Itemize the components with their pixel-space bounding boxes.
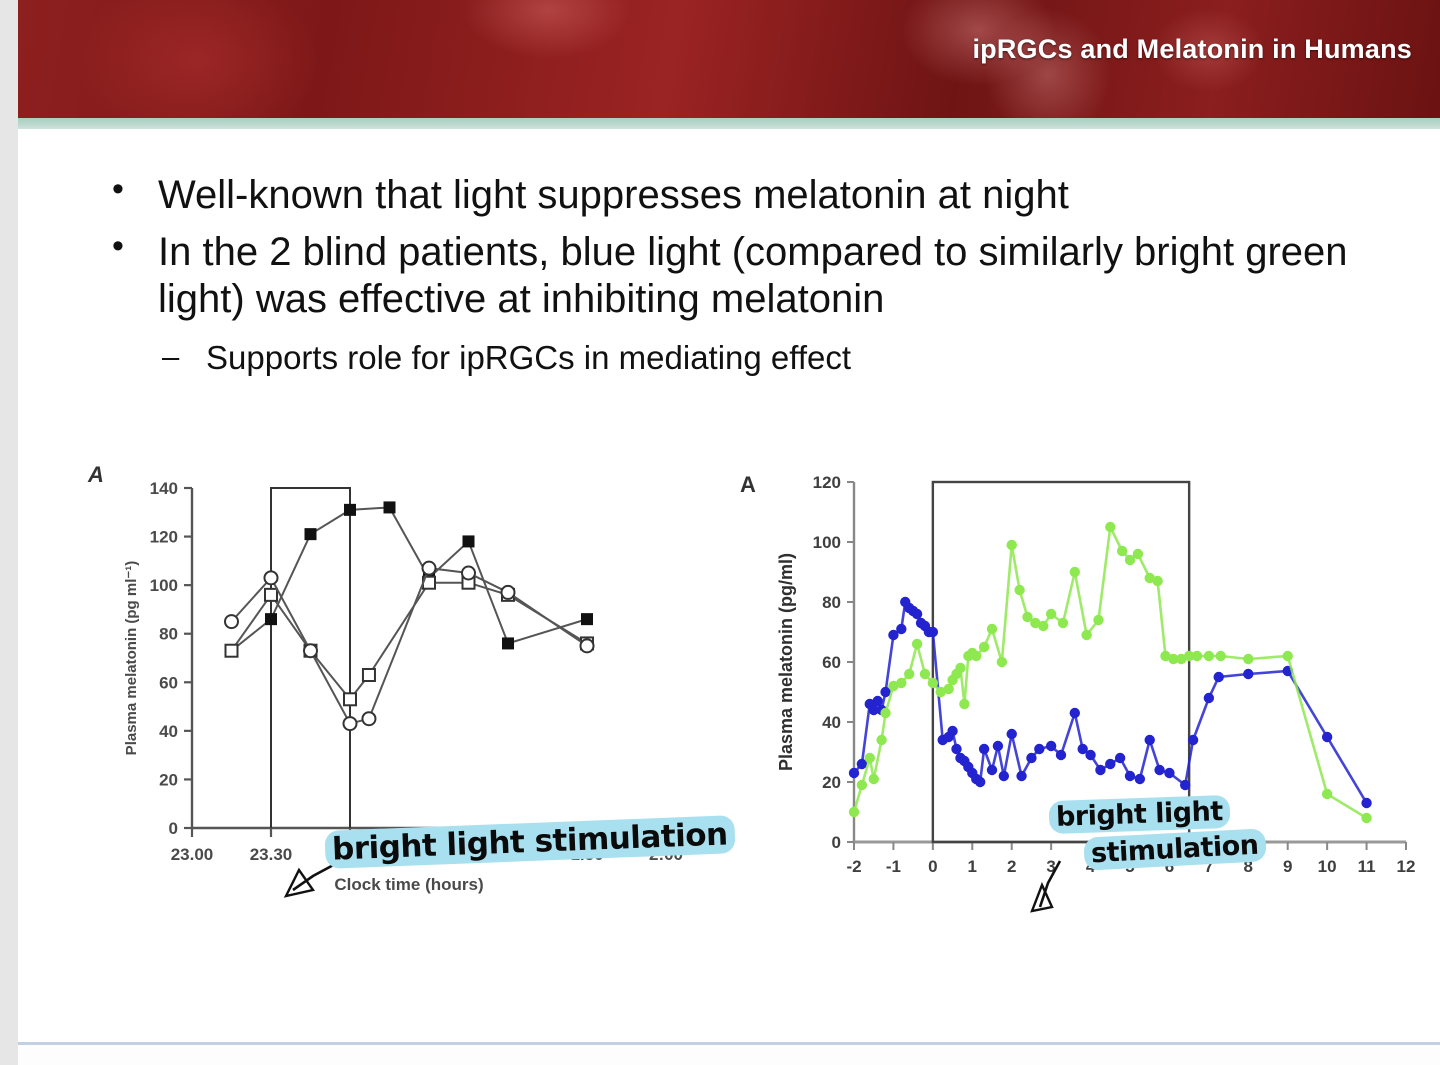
svg-text:3: 3 [1046,857,1055,876]
svg-text:0: 0 [169,819,178,838]
svg-text:23.30: 23.30 [250,845,293,864]
svg-text:60: 60 [822,653,841,672]
svg-text:11: 11 [1358,857,1376,876]
svg-text:100: 100 [150,576,178,595]
svg-text:60: 60 [159,673,178,692]
right-chart-panel-letter: A [740,472,756,497]
svg-text:12: 12 [1397,857,1416,876]
slide-header-banner: ipRGCs and Melatonin in Humans [18,0,1440,118]
svg-text:7: 7 [1204,857,1213,876]
page-title: ipRGCs and Melatonin in Humans [972,34,1412,64]
svg-text:-2: -2 [846,857,861,876]
svg-text:80: 80 [822,593,841,612]
svg-text:8: 8 [1244,857,1253,876]
svg-text:40: 40 [822,713,841,732]
svg-text:140: 140 [150,479,178,498]
svg-text:10: 10 [1318,857,1337,876]
svg-text:1: 1 [968,857,977,876]
svg-text:23.00: 23.00 [171,845,214,864]
svg-text:20: 20 [159,770,178,789]
left-gutter [0,0,18,1065]
bullet-item-3-sub: Supports role for ipRGCs in mediating ef… [96,338,1386,378]
svg-text:0: 0 [832,833,841,852]
svg-text:6: 6 [1165,857,1174,876]
left-chart-panel-letter: A [88,462,104,487]
svg-text:0: 0 [928,857,937,876]
header-accent-stripe [18,118,1440,129]
slide-bottom-margin [18,1045,1440,1065]
bullet-item-2: In the 2 blind patients, blue light (com… [96,226,1386,323]
right-chart: 020406080100120-2-10123456789101112Plasm… [776,473,1416,876]
svg-text:40: 40 [159,722,178,741]
svg-text:Plasma melatonin (pg ml⁻¹): Plasma melatonin (pg ml⁻¹) [123,561,140,756]
figure-area: A 02040608010012014023.0023.300.000.301.… [18,400,1440,1045]
bullet-list: Well-known that light suppresses melaton… [96,169,1386,378]
svg-text:9: 9 [1283,857,1292,876]
svg-text:-1: -1 [886,857,901,876]
svg-text:100: 100 [813,533,841,552]
annotation-bright-light-right-line1: bright light [1048,794,1231,835]
svg-text:20: 20 [822,773,841,792]
svg-text:2: 2 [1007,857,1016,876]
slide-body: ipRGCs and Melatonin in Humans Well-know… [18,0,1440,1045]
slide-bottom-rule [18,1042,1440,1045]
svg-text:120: 120 [813,473,841,492]
bullet-item-1: Well-known that light suppresses melaton… [96,169,1386,219]
svg-text:Plasma melatonin (pg/ml): Plasma melatonin (pg/ml) [776,553,796,771]
svg-text:120: 120 [150,528,178,547]
left-chart: 02040608010012014023.0023.300.000.301.00… [123,479,683,894]
svg-text:80: 80 [159,625,178,644]
svg-text:Clock time (hours): Clock time (hours) [334,875,483,894]
right-annotation-leader [1030,860,1062,913]
annotation-right-text1: bright light [1048,794,1231,835]
